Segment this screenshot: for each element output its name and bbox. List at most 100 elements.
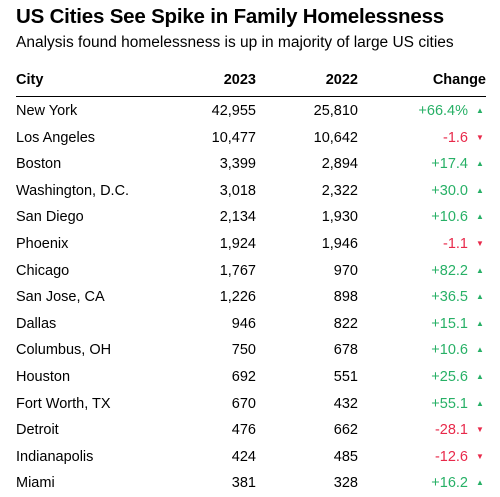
table-row: Columbus, OH 750 678 +10.6 ▲ <box>16 337 486 364</box>
column-header-city: City <box>16 72 44 88</box>
table-row: Los Angeles 10,477 10,642 -1.6 ▼ <box>16 125 486 152</box>
table-header-row: City 2023 2022 Change <box>16 64 486 97</box>
change-cell: -1.6 <box>443 129 468 146</box>
table-row: San Jose, CA 1,226 898 +36.5 ▲ <box>16 284 486 311</box>
triangle-up-icon: ▲ <box>476 478 484 488</box>
city-cell: San Diego <box>16 209 84 226</box>
change-cell: -1.1 <box>443 235 468 252</box>
triangle-down-icon: ▼ <box>476 238 484 248</box>
table-row: Fort Worth, TX 670 432 +55.1 ▲ <box>16 391 486 418</box>
triangle-up-icon: ▲ <box>476 398 484 408</box>
change-cell: +66.4% <box>418 103 468 119</box>
value-2023-cell: 424 <box>231 448 256 465</box>
change-cell: +25.6 <box>431 368 468 385</box>
value-2023-cell: 1,767 <box>219 262 256 279</box>
table-row: San Diego 2,134 1,930 +10.6 ▲ <box>16 204 486 231</box>
value-2022-cell: 1,930 <box>321 209 358 226</box>
value-2022-cell: 2,322 <box>321 182 358 199</box>
value-2023-cell: 2,134 <box>219 209 256 226</box>
city-cell: Indianapolis <box>16 448 94 465</box>
value-2022-cell: 678 <box>333 342 358 359</box>
triangle-up-icon: ▲ <box>476 265 484 275</box>
table-row: Miami 381 328 +16.2 ▲ <box>16 470 486 497</box>
value-2022-cell: 10,642 <box>313 129 358 146</box>
city-cell: Dallas <box>16 315 57 332</box>
triangle-up-icon: ▲ <box>476 371 484 381</box>
triangle-down-icon: ▼ <box>476 425 484 435</box>
column-header-2023: 2023 <box>223 72 256 88</box>
change-cell: +30.0 <box>431 182 468 199</box>
value-2023-cell: 670 <box>231 395 256 412</box>
change-cell: +36.5 <box>431 289 468 306</box>
table-row: Detroit 476 662 -28.1 ▼ <box>16 417 486 444</box>
triangle-down-icon: ▼ <box>476 451 484 461</box>
city-cell: Boston <box>16 156 62 173</box>
data-table: City 2023 2022 Change New York 42,955 25,8… <box>16 64 486 497</box>
value-2023-cell: 42,955 <box>211 103 256 119</box>
city-cell: Phoenix <box>16 235 69 252</box>
city-cell: Washington, D.C. <box>16 182 130 199</box>
value-2022-cell: 1,946 <box>321 235 358 252</box>
city-cell: Los Angeles <box>16 129 96 146</box>
table-row: Phoenix 1,924 1,946 -1.1 ▼ <box>16 231 486 258</box>
triangle-up-icon: ▲ <box>476 292 484 302</box>
triangle-down-icon: ▼ <box>476 132 484 142</box>
value-2022-cell: 432 <box>333 395 358 412</box>
value-2022-cell: 328 <box>333 475 358 492</box>
value-2023-cell: 692 <box>231 368 256 385</box>
change-cell: +10.6 <box>431 342 468 359</box>
value-2023-cell: 381 <box>231 475 256 492</box>
table-row: Boston 3,399 2,894 +17.4 ▲ <box>16 151 486 178</box>
value-2023-cell: 946 <box>231 315 256 332</box>
value-2023-cell: 10,477 <box>211 129 256 146</box>
city-cell: Houston <box>16 368 71 385</box>
value-2023-cell: 3,018 <box>219 182 256 199</box>
triangle-up-icon: ▲ <box>476 345 484 355</box>
chart-container: US Cities See Spike in Family Homelessne… <box>16 4 486 491</box>
value-2022-cell: 25,810 <box>313 103 358 119</box>
column-header-2022: 2022 <box>325 72 358 88</box>
value-2023-cell: 1,924 <box>219 235 256 252</box>
change-cell: +10.6 <box>431 209 468 226</box>
table-row: Washington, D.C. 3,018 2,322 +30.0 ▲ <box>16 178 486 205</box>
chart-subtitle: Analysis found homelessness is up in maj… <box>16 34 454 51</box>
value-2022-cell: 662 <box>333 422 358 439</box>
column-header-change: Change <box>432 72 486 88</box>
city-cell: Detroit <box>16 422 59 439</box>
change-cell: -12.6 <box>434 448 468 465</box>
change-cell: +82.2 <box>431 262 468 279</box>
table-row: Dallas 946 822 +15.1 ▲ <box>16 311 486 338</box>
triangle-up-icon: ▲ <box>476 106 484 115</box>
city-cell: Fort Worth, TX <box>16 395 111 412</box>
value-2022-cell: 551 <box>333 368 358 385</box>
table-row: Chicago 1,767 970 +82.2 ▲ <box>16 258 486 285</box>
city-cell: Columbus, OH <box>16 342 112 359</box>
value-2022-cell: 898 <box>333 289 358 306</box>
chart-title: US Cities See Spike in Family Homelessne… <box>16 5 444 28</box>
table-row: Indianapolis 424 485 -12.6 ▼ <box>16 444 486 471</box>
table-body: New York 42,955 25,810 +66.4% ▲ Los Angeles 10… <box>16 98 486 497</box>
value-2022-cell: 970 <box>333 262 358 279</box>
change-cell: +16.2 <box>431 475 468 492</box>
city-cell: San Jose, CA <box>16 289 105 306</box>
city-cell: Chicago <box>16 262 70 279</box>
change-cell: -28.1 <box>434 422 468 439</box>
value-2022-cell: 2,894 <box>321 156 358 173</box>
triangle-up-icon: ▲ <box>476 185 484 195</box>
city-cell: Miami <box>16 475 55 492</box>
change-cell: +17.4 <box>431 156 468 173</box>
value-2023-cell: 750 <box>231 342 256 359</box>
triangle-up-icon: ▲ <box>476 212 484 222</box>
triangle-up-icon: ▲ <box>476 159 484 169</box>
table-row: New York 42,955 25,810 +66.4% ▲ <box>16 98 486 125</box>
change-cell: +15.1 <box>431 315 468 332</box>
value-2022-cell: 485 <box>333 448 358 465</box>
value-2023-cell: 1,226 <box>219 289 256 306</box>
value-2023-cell: 3,399 <box>219 156 256 173</box>
value-2023-cell: 476 <box>231 422 256 439</box>
city-cell: New York <box>16 103 78 119</box>
value-2022-cell: 822 <box>333 315 358 332</box>
change-cell: +55.1 <box>431 395 468 412</box>
table-row: Houston 692 551 +25.6 ▲ <box>16 364 486 391</box>
triangle-up-icon: ▲ <box>476 318 484 328</box>
